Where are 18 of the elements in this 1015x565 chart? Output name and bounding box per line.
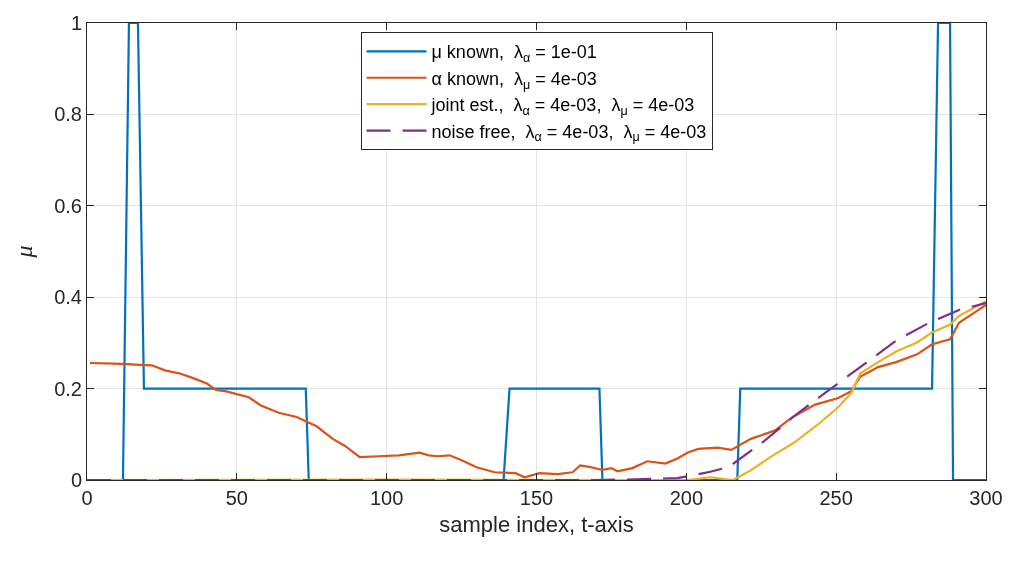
x-tick-label: 150 [519, 487, 554, 509]
y-tick-label: 0.8 [54, 103, 82, 126]
x-tick-label: 100 [369, 487, 404, 509]
legend-label: noise free, λ$_{α}$ = 4e-03, λ$_{μ}$ = 4e-03 [431, 121, 707, 145]
x-tick-label: 250 [819, 487, 853, 509]
legend-label: μ known, λ$_{α}$ = 1e-01 [431, 42, 597, 66]
x-tick-label: 50 [225, 487, 248, 509]
y-tick-label: 0.6 [54, 194, 82, 217]
legend-label: joint est., λ$_{α}$ = 4e-03, λ$_{μ}$ = 4e-03 [430, 95, 695, 118]
y-tick-label: 0.2 [54, 377, 82, 400]
y-axis-title: μ [11, 245, 38, 259]
x-tick-label: 200 [669, 487, 704, 509]
x-axis-title: sample index, t-axis [439, 511, 634, 537]
y-tick-label: 0.4 [54, 286, 82, 309]
y-tick-label: 1 [70, 12, 82, 34]
legend-label: α known, λ$_{μ}$ = 4e-03 [431, 68, 597, 92]
x-tick-label: 300 [969, 487, 1003, 509]
y-tick-label: 0 [70, 469, 82, 491]
